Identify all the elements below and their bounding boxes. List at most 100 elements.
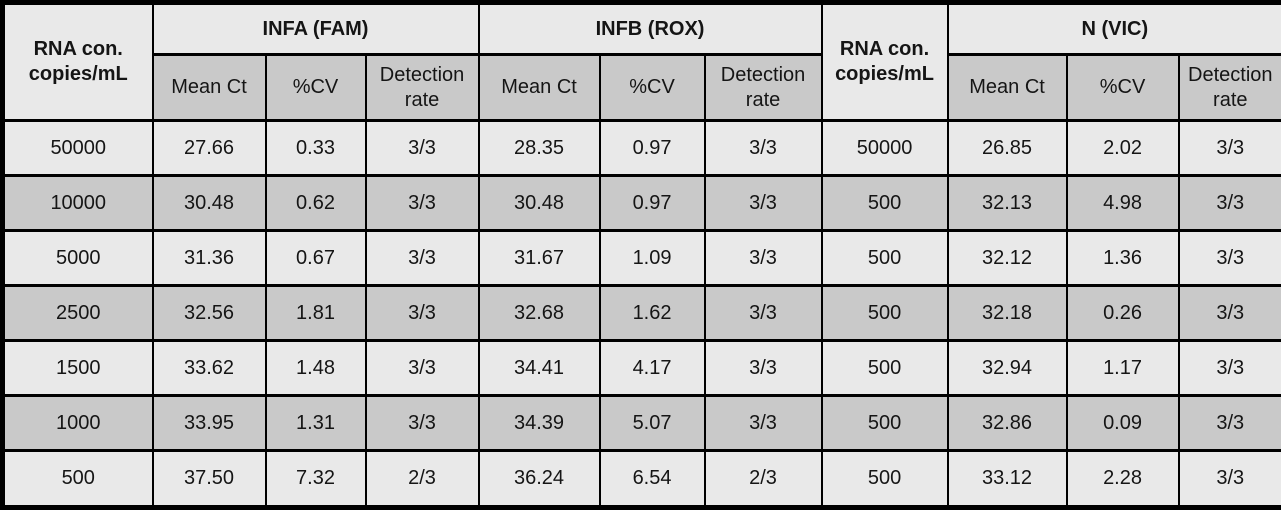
table-cell: 28.35 <box>477 119 601 177</box>
table-cell: 3/3 <box>1177 449 1281 509</box>
table-cell: 33.95 <box>151 394 267 452</box>
table-cell: 2500 <box>1 284 154 342</box>
table-body: 50000 27.66 0.33 3/3 28.35 0.97 3/3 50000 26.85 2… <box>1 119 1281 509</box>
table-cell: 1.17 <box>1065 339 1180 397</box>
header-rna-copies-left: RNA con. copies/mL <box>1 1 154 122</box>
table-cell: 50000 <box>820 119 949 177</box>
subheader-infa-detection-rate: Detection rate <box>364 53 480 122</box>
table-cell: 32.86 <box>946 394 1068 452</box>
table-cell: 3/3 <box>1177 174 1281 232</box>
subheader-infb-detection-rate: Detection rate <box>703 53 823 122</box>
table-cell: 0.97 <box>598 174 706 232</box>
table-cell: 2/3 <box>364 449 480 509</box>
table-cell: 6.54 <box>598 449 706 509</box>
table-cell: 37.50 <box>151 449 267 509</box>
subheader-infa-mean-ct: Mean Ct <box>151 53 267 122</box>
table-cell: 3/3 <box>364 174 480 232</box>
table-cell: 3/3 <box>364 284 480 342</box>
table-cell: 1.81 <box>264 284 367 342</box>
subheader-nvic-mean-ct: Mean Ct <box>946 53 1068 122</box>
table-cell: 33.62 <box>151 339 267 397</box>
table-cell: 32.56 <box>151 284 267 342</box>
table-cell: 3/3 <box>703 394 823 452</box>
table-row: 2500 32.56 1.81 3/3 32.68 1.62 3/3 500 32.18 0.26… <box>1 284 1281 342</box>
table-cell: 0.97 <box>598 119 706 177</box>
table-cell: 30.48 <box>151 174 267 232</box>
table-header: RNA con. copies/mL INFA (FAM) INFB (ROX)… <box>1 1 1281 122</box>
table-cell: 7.32 <box>264 449 367 509</box>
table-cell: 500 <box>820 449 949 509</box>
table-cell: 32.94 <box>946 339 1068 397</box>
table-row: 50000 27.66 0.33 3/3 28.35 0.97 3/3 50000 26.85 2… <box>1 119 1281 177</box>
table-cell: 31.36 <box>151 229 267 287</box>
table-cell: 3/3 <box>703 339 823 397</box>
table-cell: 0.33 <box>264 119 367 177</box>
table-cell: 3/3 <box>1177 284 1281 342</box>
table-cell: 36.24 <box>477 449 601 509</box>
table-cell: 2/3 <box>703 449 823 509</box>
table-cell: 1500 <box>1 339 154 397</box>
table-cell: 4.98 <box>1065 174 1180 232</box>
header-rna-copies-right: RNA con. copies/mL <box>820 1 949 122</box>
table-row: 5000 31.36 0.67 3/3 31.67 1.09 3/3 500 32.12 1.36… <box>1 229 1281 287</box>
table-cell: 1.36 <box>1065 229 1180 287</box>
table-cell: 32.13 <box>946 174 1068 232</box>
table-cell: 3/3 <box>364 394 480 452</box>
table-cell: 500 <box>1 449 154 509</box>
table-cell: 500 <box>820 174 949 232</box>
table-cell: 34.39 <box>477 394 601 452</box>
table-cell: 2.28 <box>1065 449 1180 509</box>
table-cell: 33.12 <box>946 449 1068 509</box>
table-cell: 3/3 <box>1177 394 1281 452</box>
table-cell: 3/3 <box>364 229 480 287</box>
subheader-infb-mean-ct: Mean Ct <box>477 53 601 122</box>
table-cell: 3/3 <box>703 284 823 342</box>
table-cell: 4.17 <box>598 339 706 397</box>
table-cell: 0.09 <box>1065 394 1180 452</box>
table-row: 500 37.50 7.32 2/3 36.24 6.54 2/3 500 33.12 2.28 3… <box>1 449 1281 509</box>
table-row: 1000 33.95 1.31 3/3 34.39 5.07 3/3 500 32.86 0.09… <box>1 394 1281 452</box>
table-cell: 5000 <box>1 229 154 287</box>
table-cell: 27.66 <box>151 119 267 177</box>
table-cell: 2.02 <box>1065 119 1180 177</box>
subheader-infb-cv: %CV <box>598 53 706 122</box>
table-cell: 0.26 <box>1065 284 1180 342</box>
table-cell: 1.09 <box>598 229 706 287</box>
table-cell: 3/3 <box>364 339 480 397</box>
table-cell: 5.07 <box>598 394 706 452</box>
header-group-infb-rox: INFB (ROX) <box>477 1 823 56</box>
table-cell: 30.48 <box>477 174 601 232</box>
table-cell: 3/3 <box>364 119 480 177</box>
table-cell: 3/3 <box>703 174 823 232</box>
table-cell: 31.67 <box>477 229 601 287</box>
table-cell: 1.48 <box>264 339 367 397</box>
table-cell: 32.68 <box>477 284 601 342</box>
table-cell: 1000 <box>1 394 154 452</box>
subheader-infa-cv: %CV <box>264 53 367 122</box>
header-group-infa-fam: INFA (FAM) <box>151 1 480 56</box>
table-cell: 0.67 <box>264 229 367 287</box>
table-row: 10000 30.48 0.62 3/3 30.48 0.97 3/3 500 32.13 4.9… <box>1 174 1281 232</box>
table-cell: 32.18 <box>946 284 1068 342</box>
table-cell: 500 <box>820 394 949 452</box>
table-cell: 1.31 <box>264 394 367 452</box>
table-cell: 500 <box>820 339 949 397</box>
table-cell: 500 <box>820 229 949 287</box>
table-cell: 32.12 <box>946 229 1068 287</box>
subheader-nvic-cv: %CV <box>1065 53 1180 122</box>
table-cell: 50000 <box>1 119 154 177</box>
table-cell: 3/3 <box>703 229 823 287</box>
table-cell: 10000 <box>1 174 154 232</box>
table-cell: 500 <box>820 284 949 342</box>
table-row: 1500 33.62 1.48 3/3 34.41 4.17 3/3 500 32.94 1.17… <box>1 339 1281 397</box>
table-cell: 1.62 <box>598 284 706 342</box>
table-cell: 26.85 <box>946 119 1068 177</box>
table-cell: 3/3 <box>1177 229 1281 287</box>
header-group-n-vic: N (VIC) <box>946 1 1281 56</box>
subheader-nvic-detection-rate: Detection rate <box>1177 53 1281 122</box>
table-cell: 3/3 <box>703 119 823 177</box>
table-cell: 0.62 <box>264 174 367 232</box>
table-cell: 34.41 <box>477 339 601 397</box>
